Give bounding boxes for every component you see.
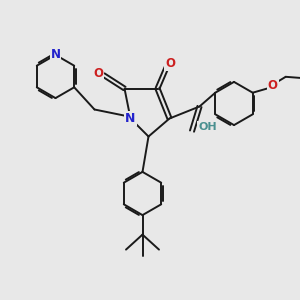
Text: OH: OH [198,122,217,132]
Text: O: O [93,67,103,80]
Text: N: N [50,48,61,62]
Text: O: O [268,79,278,92]
Text: O: O [165,57,175,70]
Text: N: N [125,112,136,125]
